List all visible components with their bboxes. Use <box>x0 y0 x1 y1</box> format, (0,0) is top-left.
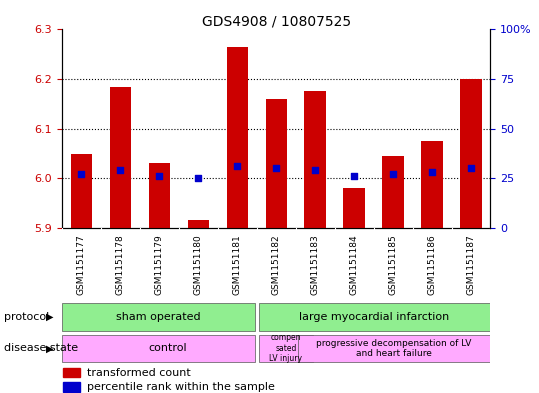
Bar <box>62 303 255 331</box>
Bar <box>62 335 255 362</box>
Bar <box>149 163 170 228</box>
Point <box>194 175 203 182</box>
Title: GDS4908 / 10807525: GDS4908 / 10807525 <box>202 14 351 28</box>
Text: percentile rank within the sample: percentile rank within the sample <box>87 382 275 392</box>
Bar <box>298 335 490 362</box>
Bar <box>226 47 248 228</box>
Text: compen
sated
LV injury: compen sated LV injury <box>270 334 302 363</box>
Bar <box>71 154 92 228</box>
Text: protocol: protocol <box>4 312 50 322</box>
Text: ▶: ▶ <box>46 343 53 353</box>
Bar <box>266 99 287 228</box>
Bar <box>64 367 80 377</box>
Text: GSM1151180: GSM1151180 <box>194 234 203 295</box>
Text: progressive decompensation of LV
and heart failure: progressive decompensation of LV and hea… <box>316 339 472 358</box>
Point <box>467 165 475 172</box>
Bar <box>259 335 313 362</box>
Point <box>116 167 125 174</box>
Bar <box>305 92 326 228</box>
Bar <box>343 188 365 228</box>
Point <box>311 167 320 174</box>
Bar <box>460 79 482 228</box>
Point <box>428 169 437 176</box>
Text: GSM1151184: GSM1151184 <box>350 234 358 295</box>
Point <box>77 171 86 178</box>
Text: GSM1151182: GSM1151182 <box>272 234 281 295</box>
Bar <box>259 303 490 331</box>
Bar <box>110 86 131 228</box>
Point <box>272 165 280 172</box>
Bar <box>188 220 209 228</box>
Text: large myocardial infarction: large myocardial infarction <box>300 312 450 322</box>
Text: GSM1151183: GSM1151183 <box>310 234 320 295</box>
Text: control: control <box>149 343 188 353</box>
Point <box>233 163 241 169</box>
Text: GSM1151185: GSM1151185 <box>389 234 398 295</box>
Text: GSM1151177: GSM1151177 <box>77 234 86 295</box>
Text: GSM1151186: GSM1151186 <box>427 234 437 295</box>
Point <box>389 171 397 178</box>
Point <box>350 173 358 180</box>
Text: GSM1151187: GSM1151187 <box>467 234 475 295</box>
Text: disease state: disease state <box>4 343 79 353</box>
Text: ▶: ▶ <box>46 312 53 322</box>
Text: transformed count: transformed count <box>87 367 191 378</box>
Bar <box>382 156 404 228</box>
Text: GSM1151178: GSM1151178 <box>116 234 125 295</box>
Bar <box>64 382 80 391</box>
Text: sham operated: sham operated <box>116 312 201 322</box>
Bar <box>421 141 443 228</box>
Text: GSM1151181: GSM1151181 <box>233 234 242 295</box>
Point <box>155 173 164 180</box>
Text: GSM1151179: GSM1151179 <box>155 234 164 295</box>
